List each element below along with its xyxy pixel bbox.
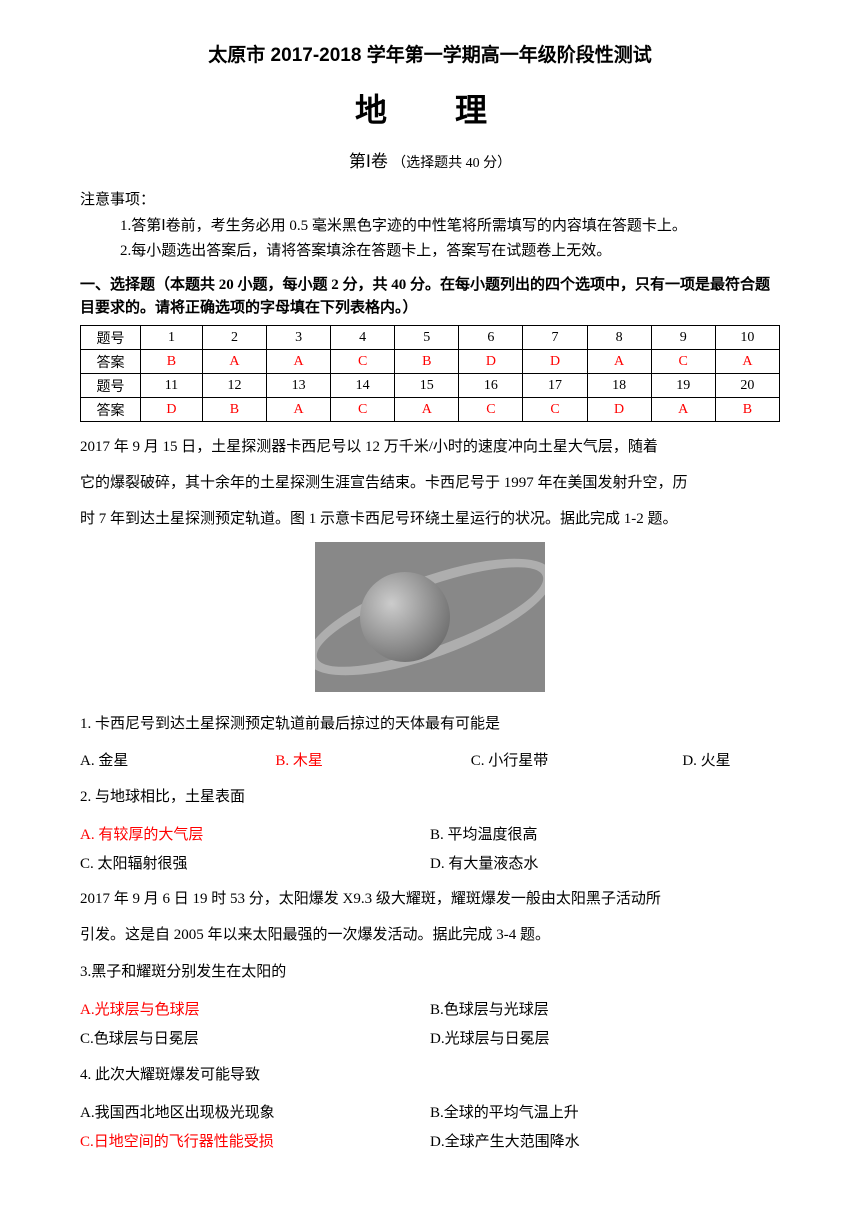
cell: C [331, 398, 395, 422]
subject-title: 地 理 [80, 85, 780, 131]
option-b: B. 平均温度很高 [430, 821, 780, 850]
option-c: C. 太阳辐射很强 [80, 850, 430, 879]
cell: 20 [715, 374, 779, 398]
row-label: 题号 [81, 374, 141, 398]
notice-item-2: 2.每小题选出答案后，请将答案填涂在答题卡上，答案写在试题卷上无效。 [120, 240, 780, 263]
option-a: A.光球层与色球层 [80, 996, 430, 1025]
cell: A [267, 398, 331, 422]
cell: B [395, 350, 459, 374]
table-row: 题号 11 12 13 14 15 16 17 18 19 20 [81, 374, 780, 398]
cell: 8 [587, 326, 651, 350]
option-b: B.色球层与光球层 [430, 996, 780, 1025]
cell: D [587, 398, 651, 422]
saturn-planet-icon [360, 572, 450, 662]
answer-table: 题号 1 2 3 4 5 6 7 8 9 10 答案 B A A C B D D… [80, 325, 780, 422]
passage-1-line-1: 2017 年 9 月 15 日，土星探测器卡西尼号以 12 万千米/小时的速度冲… [80, 432, 780, 462]
exam-header: 太原市 2017-2018 学年第一学期高一年级阶段性测试 [80, 40, 780, 67]
notice-item-1: 1.答第Ⅰ卷前，考生务必用 0.5 毫米黑色字迹的中性笔将所需填写的内容填在答题… [120, 215, 780, 238]
cell: 4 [331, 326, 395, 350]
volume-label: 第Ⅰ卷 （选择题共 40 分） [80, 147, 780, 172]
question-2-options: A. 有较厚的大气层 B. 平均温度很高 C. 太阳辐射很强 D. 有大量液态水 [80, 821, 780, 878]
passage-2-line-1: 2017 年 9 月 6 日 19 时 53 分，太阳爆发 X9.3 级大耀斑，… [80, 884, 780, 914]
cell: 15 [395, 374, 459, 398]
table-row: 答案 D B A C A C C D A B [81, 398, 780, 422]
cell: 17 [523, 374, 587, 398]
question-4-options: A.我国西北地区出现极光现象 B.全球的平均气温上升 C.日地空间的飞行器性能受… [80, 1099, 780, 1156]
passage-1-line-3: 时 7 年到达土星探测预定轨道。图 1 示意卡西尼号环绕土星运行的状况。据此完成… [80, 504, 780, 534]
cell: 14 [331, 374, 395, 398]
option-a: A. 金星 [80, 748, 275, 775]
option-b: B.全球的平均气温上升 [430, 1099, 780, 1128]
row-label: 题号 [81, 326, 141, 350]
cell: 13 [267, 374, 331, 398]
cell: C [331, 350, 395, 374]
cell: C [523, 398, 587, 422]
question-3-options: A.光球层与色球层 B.色球层与光球层 C.色球层与日冕层 D.光球层与日冕层 [80, 996, 780, 1053]
question-1-options: A. 金星 B. 木星 C. 小行星带 D. 火星 [80, 748, 780, 775]
section-1-header: 一、选择题（本题共 20 小题，每小题 2 分，共 40 分。在每小题列出的四个… [80, 274, 780, 319]
option-d: D.全球产生大范围降水 [430, 1128, 780, 1157]
cell: 12 [202, 374, 266, 398]
option-d: D. 火星 [682, 748, 780, 775]
cell: B [141, 350, 203, 374]
cell: 1 [141, 326, 203, 350]
cell: A [395, 398, 459, 422]
cell: 10 [715, 326, 779, 350]
cell: 11 [141, 374, 203, 398]
cell: 9 [651, 326, 715, 350]
passage-2-line-2: 引发。这是自 2005 年以来太阳最强的一次爆发活动。据此完成 3-4 题。 [80, 920, 780, 950]
cell: 6 [459, 326, 523, 350]
cell: 2 [202, 326, 266, 350]
option-b: B. 木星 [275, 748, 470, 775]
table-row: 答案 B A A C B D D A C A [81, 350, 780, 374]
cell: B [202, 398, 266, 422]
cell: D [459, 350, 523, 374]
saturn-image [315, 542, 545, 692]
cell: D [141, 398, 203, 422]
cell: A [202, 350, 266, 374]
cell: 5 [395, 326, 459, 350]
cell: 3 [267, 326, 331, 350]
cell: B [715, 398, 779, 422]
question-4: 4. 此次大耀斑爆发可能导致 [80, 1063, 780, 1087]
cell: A [267, 350, 331, 374]
volume-subtext: （选择题共 40 分） [392, 156, 511, 171]
question-3: 3.黑子和耀斑分别发生在太阳的 [80, 960, 780, 984]
option-c: C.色球层与日冕层 [80, 1025, 430, 1054]
notice-label: 注意事项： [80, 188, 780, 209]
cell: A [587, 350, 651, 374]
option-d: D. 有大量液态水 [430, 850, 780, 879]
option-c: C. 小行星带 [471, 748, 683, 775]
cell: 16 [459, 374, 523, 398]
question-2: 2. 与地球相比，土星表面 [80, 785, 780, 809]
table-row: 题号 1 2 3 4 5 6 7 8 9 10 [81, 326, 780, 350]
cell: 19 [651, 374, 715, 398]
cell: D [523, 350, 587, 374]
option-a: A.我国西北地区出现极光现象 [80, 1099, 430, 1128]
cell: C [651, 350, 715, 374]
cell: A [715, 350, 779, 374]
cell: C [459, 398, 523, 422]
passage-1-line-2: 它的爆裂破碎，其十余年的土星探测生涯宣告结束。卡西尼号于 1997 年在美国发射… [80, 468, 780, 498]
cell: A [651, 398, 715, 422]
option-d: D.光球层与日冕层 [430, 1025, 780, 1054]
option-a: A. 有较厚的大气层 [80, 821, 430, 850]
cell: 7 [523, 326, 587, 350]
question-1: 1. 卡西尼号到达土星探测预定轨道前最后掠过的天体最有可能是 [80, 712, 780, 736]
row-label: 答案 [81, 350, 141, 374]
cell: 18 [587, 374, 651, 398]
option-c: C.日地空间的飞行器性能受损 [80, 1128, 430, 1157]
row-label: 答案 [81, 398, 141, 422]
volume-text: 第Ⅰ卷 [349, 152, 388, 171]
